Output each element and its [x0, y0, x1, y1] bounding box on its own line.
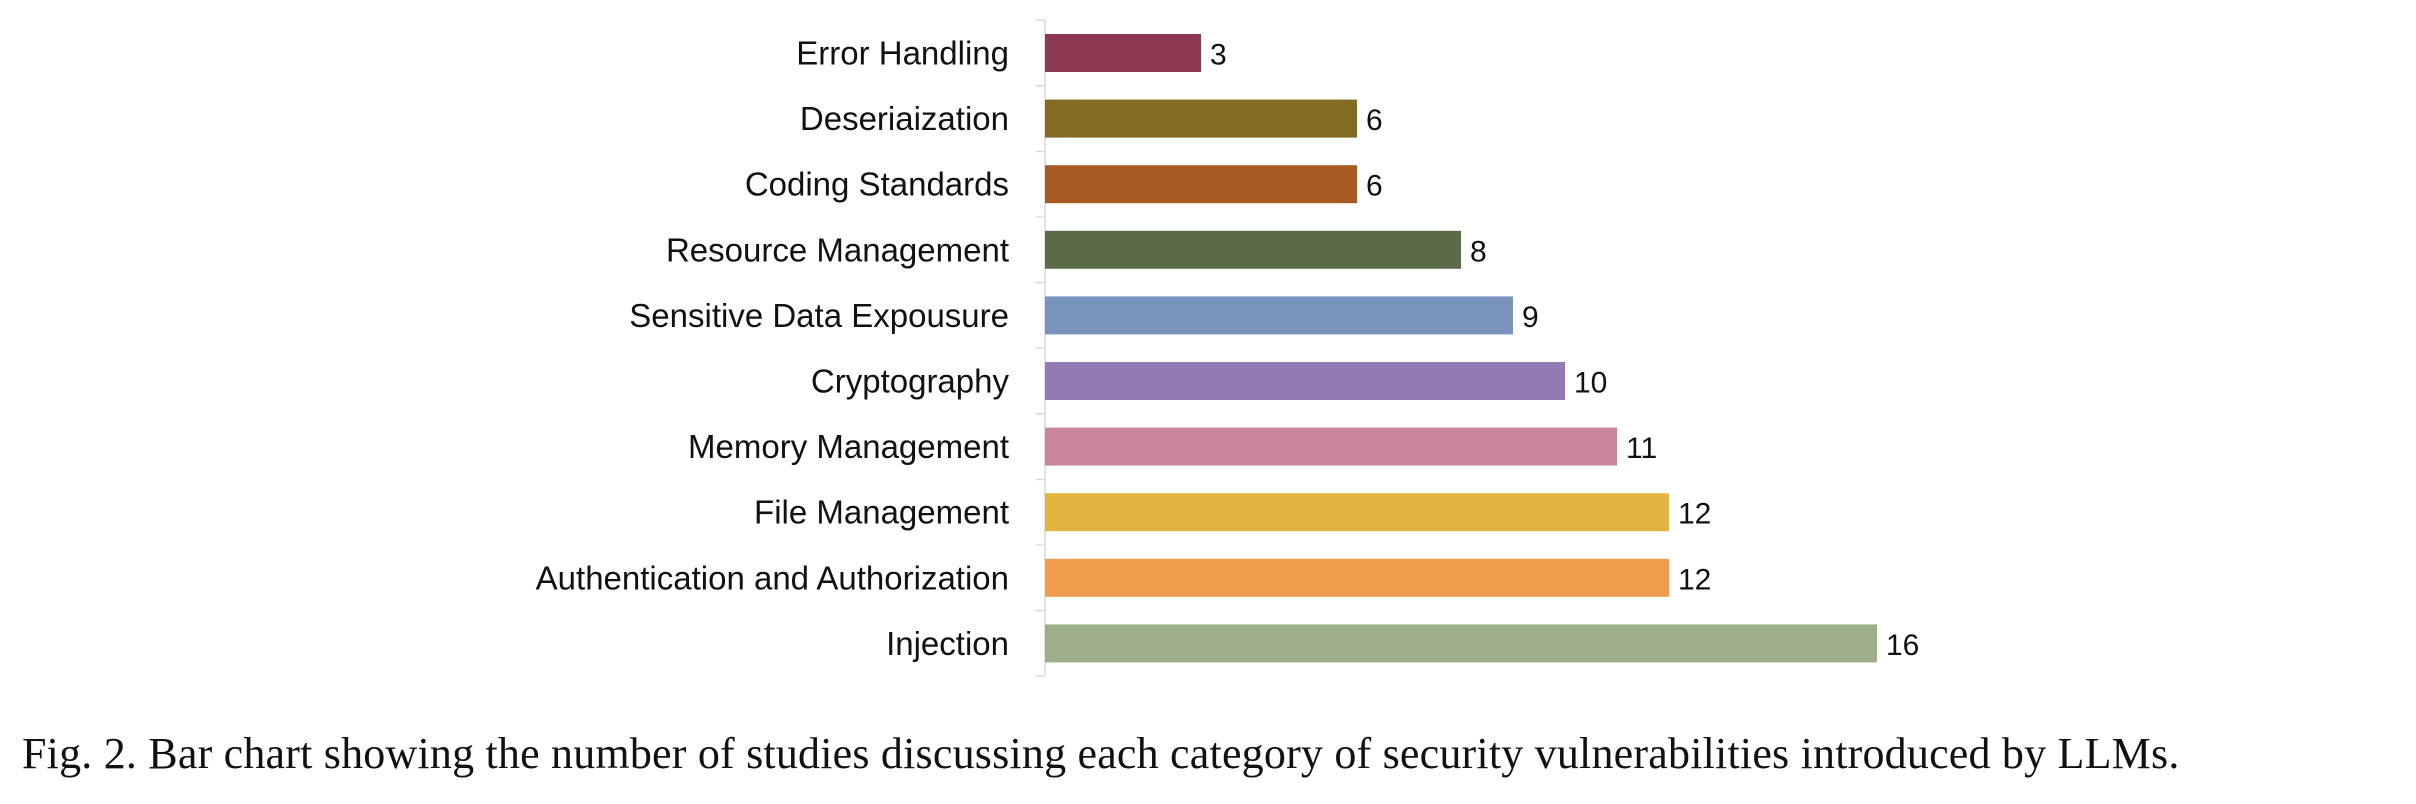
bar-file-management [1045, 493, 1669, 532]
bar-error-handling [1045, 34, 1201, 72]
bar-injection [1045, 624, 1877, 663]
value-label: 10 [1574, 367, 1607, 400]
category-label: Injection [886, 625, 1009, 662]
category-labels-layer: Error Handling Deseriaization Coding Stand… [536, 35, 1010, 662]
bar-deseriaization [1045, 99, 1357, 138]
value-label: 12 [1678, 563, 1711, 596]
bar-coding-standards [1045, 165, 1357, 204]
bars-layer [1045, 34, 1877, 663]
value-label: 9 [1522, 301, 1539, 334]
value-labels-layer: 3 6 6 8 9 10 11 12 12 16 [1210, 39, 1919, 662]
category-label: File Management [754, 494, 1009, 531]
value-label: 6 [1366, 170, 1383, 203]
value-label: 3 [1210, 39, 1227, 72]
bar-memory-management [1045, 427, 1617, 466]
value-label: 16 [1886, 629, 1919, 662]
bar-cryptography [1045, 362, 1565, 400]
bar-chart-svg: Error Handling Deseriaization Coding Stand… [536, 19, 1919, 677]
value-label: 8 [1470, 235, 1487, 268]
bar-authentication-and-authorization [1045, 558, 1669, 597]
chart: Error Handling Deseriaization Coding Stand… [536, 19, 1919, 677]
value-label: 6 [1366, 104, 1383, 137]
category-label: Coding Standards [745, 166, 1009, 203]
value-label: 12 [1678, 498, 1711, 531]
category-label: Deseriaization [800, 100, 1009, 137]
category-label: Authentication and Authorization [536, 559, 1009, 596]
value-label: 11 [1626, 432, 1657, 465]
bar-sensitive-data-expousure [1045, 296, 1513, 335]
figure-caption: Fig. 2. Bar chart showing the number of … [22, 729, 2180, 778]
axis-layer [1036, 19, 1046, 677]
category-label: Sensitive Data Expousure [629, 297, 1009, 334]
category-label: Resource Management [666, 231, 1009, 268]
category-label: Memory Management [688, 428, 1009, 465]
bar-resource-management [1045, 230, 1461, 269]
category-label: Cryptography [811, 363, 1010, 400]
category-label: Error Handling [796, 35, 1009, 72]
